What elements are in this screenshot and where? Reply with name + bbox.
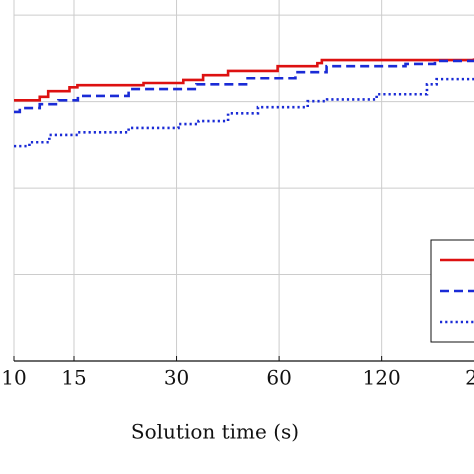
step-line <box>14 77 474 148</box>
legend-box <box>430 239 474 343</box>
x-tick-label: 15 <box>61 366 86 390</box>
x-tick-label: 10 <box>1 366 26 390</box>
x-tick-label: 30 <box>164 366 189 390</box>
x-tick-label: 240 <box>465 366 474 390</box>
x-tick-label: 60 <box>266 366 291 390</box>
x-tick-label: 120 <box>363 366 401 390</box>
step-line <box>14 59 474 114</box>
x-axis-label: Solution time (s) <box>131 420 299 444</box>
step-line <box>14 58 474 102</box>
